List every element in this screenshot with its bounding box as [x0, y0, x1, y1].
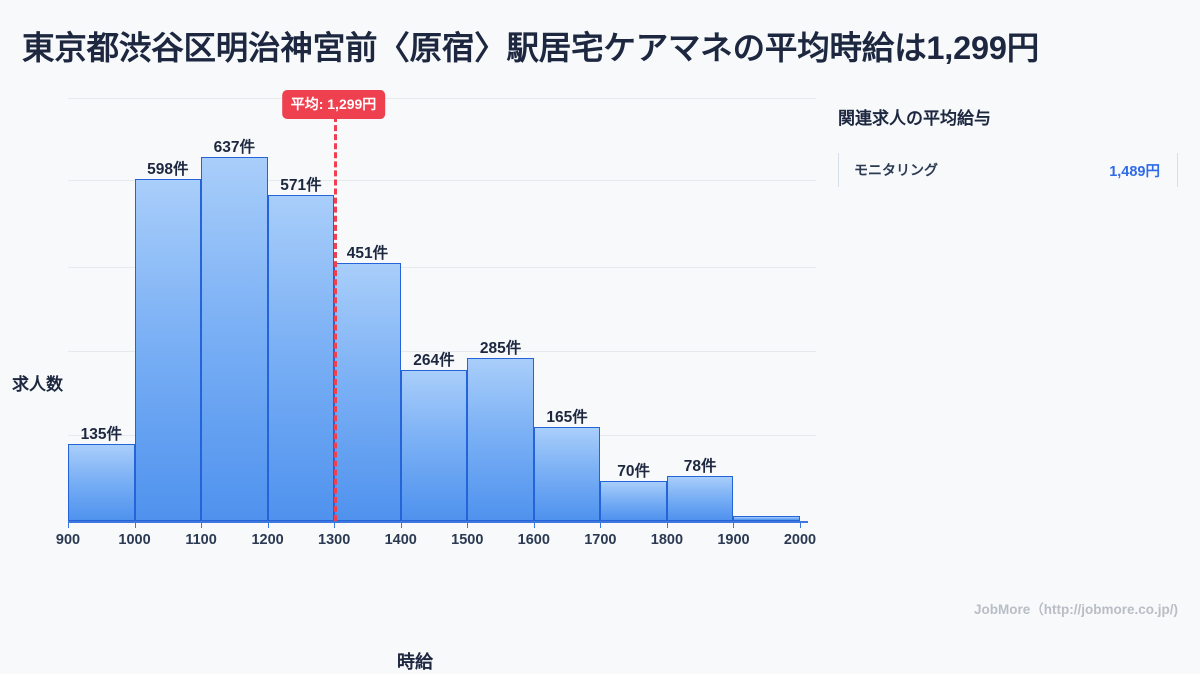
x-axis-tick	[467, 521, 469, 528]
histogram-chart: 求人数 135件 598件 637件 571件 451件 264件 285件 165件 70件 7…	[0, 88, 830, 672]
bar	[334, 263, 401, 521]
bar	[400, 370, 468, 521]
gridline	[68, 267, 816, 269]
bar-value-label: 70件	[617, 462, 650, 480]
page-title: 東京都渋谷区明治神宮前〈原宿〉駅居宅ケアマネの平均時給は1,299円	[22, 30, 1040, 66]
x-axis-tick-label: 1300	[318, 532, 351, 548]
x-axis-tick	[533, 521, 535, 528]
bar-value-label: 571件	[280, 176, 322, 194]
x-axis-tick-label: 1400	[384, 532, 417, 548]
x-axis-tick	[134, 521, 136, 528]
bar	[733, 516, 800, 521]
x-axis-tick	[733, 521, 735, 528]
bar-value-label: 598件	[147, 161, 189, 179]
bar	[467, 358, 534, 521]
bar-value-label: 135件	[80, 425, 122, 443]
x-axis-tick-label: 900	[55, 532, 81, 548]
x-axis-line	[68, 521, 808, 523]
x-axis-tick-label: 1000	[118, 532, 151, 548]
footer-credit: JobMore（http://jobmore.co.jp/)	[974, 602, 1178, 617]
average-line	[333, 116, 337, 521]
bar	[201, 156, 268, 521]
bar-value-label: 165件	[546, 408, 588, 426]
x-axis-title: 時給	[397, 652, 433, 672]
gridline	[68, 180, 816, 182]
bar	[666, 476, 734, 521]
x-axis-tick	[400, 521, 402, 528]
salary-row-list: モニタリング 1,489円	[838, 151, 1178, 189]
related-salary-title: 関連求人の平均給与	[838, 109, 991, 128]
bar-value-label: 264件	[413, 352, 455, 370]
related-salary-panel: 関連求人の平均給与 モニタリング 1,489円	[838, 104, 1178, 189]
x-axis-tick-label: 1100	[185, 532, 217, 548]
x-axis-tick	[334, 521, 336, 528]
salary-row-name: モニタリング	[854, 162, 938, 178]
bar-value-label: 285件	[479, 340, 522, 358]
average-badge: 平均: 1,299円	[281, 90, 386, 119]
x-axis-tick-label: 1700	[584, 532, 617, 548]
gridline	[68, 98, 816, 99]
x-axis-tick	[800, 521, 801, 528]
x-axis-tick-label: 1900	[717, 532, 750, 548]
x-axis-tick-label: 1800	[650, 532, 684, 548]
x-axis-tick	[201, 521, 203, 528]
bar	[600, 480, 667, 521]
bar	[533, 426, 601, 521]
x-axis-tick	[600, 521, 602, 528]
gridline	[68, 350, 816, 352]
plot-area: 135件 598件 637件 571件 451件 264件 285件 165件 70件 78件 9…	[56, 90, 816, 548]
x-axis-tick-label: 1600	[517, 532, 550, 548]
bar	[267, 194, 335, 521]
bar-value-label: 451件	[346, 245, 389, 263]
x-axis-tick-label: 1500	[451, 532, 484, 548]
x-axis-tick	[267, 521, 269, 528]
bar	[134, 179, 202, 521]
x-axis-tick	[68, 521, 69, 528]
x-axis-tick-label: 2000	[783, 532, 817, 548]
bar	[68, 443, 135, 521]
salary-row: モニタリング 1,489円	[838, 151, 1178, 189]
salary-row-value: 1,489円	[1109, 163, 1160, 180]
y-axis-title: 求人数	[12, 375, 63, 394]
bar-value-label: 637件	[213, 138, 256, 156]
x-axis-tick-label: 1200	[251, 532, 284, 548]
x-axis-tick	[666, 521, 668, 528]
bar-value-label: 78件	[683, 458, 717, 476]
